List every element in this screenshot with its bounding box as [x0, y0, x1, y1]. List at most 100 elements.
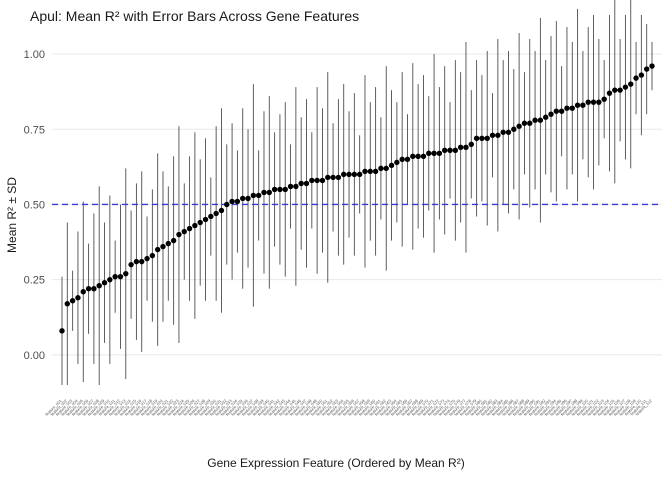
data-point [123, 270, 129, 277]
data-point [314, 177, 320, 184]
data-point [542, 114, 549, 120]
data-point [208, 213, 214, 220]
data-point [505, 129, 512, 135]
data-point [165, 240, 172, 247]
data-point [457, 144, 464, 151]
data-point [362, 168, 368, 175]
data-point [590, 99, 597, 105]
data-point [468, 141, 474, 148]
data-point [452, 147, 459, 154]
data-point [69, 298, 76, 304]
data-point [574, 102, 581, 108]
data-point [128, 261, 134, 268]
data-point [160, 243, 166, 250]
data-point [91, 286, 97, 292]
data-point [633, 75, 639, 81]
data-point [601, 96, 607, 102]
data-point [170, 237, 177, 244]
data-point [144, 255, 150, 262]
data-point [303, 180, 310, 187]
data-point [367, 168, 373, 175]
data-point [643, 66, 650, 72]
data-point [564, 105, 570, 111]
data-point [346, 171, 352, 178]
data-point [186, 225, 193, 232]
data-point [325, 174, 331, 181]
data-point [527, 120, 533, 126]
data-point [383, 165, 389, 172]
data-point [388, 162, 395, 169]
data-point [107, 276, 113, 283]
data-point [309, 177, 315, 184]
data-point [277, 186, 283, 193]
y-tick-label: 1.00 [24, 49, 45, 61]
data-point [378, 165, 384, 172]
data-point [266, 189, 272, 196]
data-point [202, 216, 209, 223]
data-point [298, 180, 304, 187]
data-point [420, 153, 427, 160]
data-point [75, 295, 81, 301]
data-point [404, 156, 411, 163]
data-point [224, 201, 230, 208]
data-point [558, 108, 565, 114]
data-point [569, 105, 575, 111]
data-point [612, 87, 618, 93]
data-point [59, 328, 65, 334]
data-point [426, 150, 432, 157]
y-tick-label: 0.25 [24, 275, 45, 287]
data-point [532, 117, 538, 123]
data-point [192, 222, 198, 229]
data-point [638, 72, 645, 78]
data-point [489, 132, 496, 138]
data-point [330, 174, 336, 181]
data-point [293, 183, 299, 190]
data-point [410, 153, 416, 160]
y-tick-label: 0.00 [24, 350, 45, 362]
data-point [64, 301, 71, 307]
data-point [548, 111, 554, 117]
data-point [176, 231, 182, 238]
data-point [622, 84, 629, 90]
data-point [415, 153, 421, 160]
data-point [516, 123, 522, 129]
data-point [197, 219, 203, 226]
data-point [351, 171, 358, 178]
data-point [585, 99, 591, 105]
data-point [319, 177, 326, 184]
data-point [500, 129, 506, 135]
data-point [580, 102, 586, 108]
data-point [218, 207, 225, 214]
data-point [431, 150, 437, 157]
data-point [149, 252, 156, 259]
data-point [617, 87, 623, 93]
data-point [479, 135, 485, 141]
data-point [261, 189, 267, 196]
data-point [80, 289, 86, 295]
data-point [649, 63, 655, 69]
data-point [511, 126, 517, 132]
data-point [101, 279, 108, 286]
data-point [181, 228, 187, 235]
data-point [399, 156, 405, 163]
data-point [213, 210, 219, 217]
data-point [442, 147, 448, 154]
y-tick-label: 0.50 [24, 199, 45, 211]
data-point [473, 135, 480, 141]
data-point [240, 195, 246, 202]
data-point [245, 195, 251, 202]
data-point [447, 147, 453, 154]
data-point [117, 273, 124, 280]
data-point [553, 108, 560, 114]
data-point [372, 168, 379, 175]
data-point [394, 159, 400, 166]
data-point [335, 174, 342, 181]
data-point [356, 171, 363, 178]
data-point [229, 198, 235, 205]
chart-title: Apul: Mean R² with Error Bars Across Gen… [30, 8, 360, 24]
data-point [628, 81, 634, 87]
data-point [133, 258, 140, 265]
data-point [341, 171, 347, 178]
data-point [463, 144, 469, 151]
